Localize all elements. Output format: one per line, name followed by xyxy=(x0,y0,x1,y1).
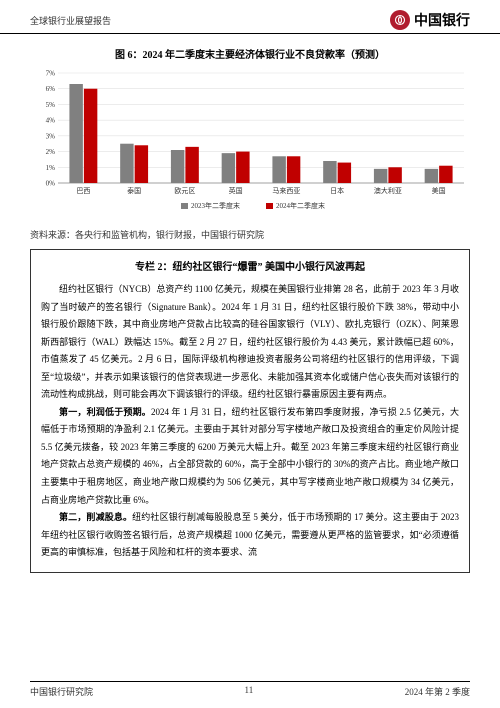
svg-text:美国: 美国 xyxy=(432,186,446,195)
svg-text:马来西亚: 马来西亚 xyxy=(272,187,300,195)
report-title: 全球银行业展望报告 xyxy=(30,14,111,27)
svg-text:2023年二季度末: 2023年二季度末 xyxy=(191,201,240,210)
svg-text:4%: 4% xyxy=(46,117,56,125)
svg-text:1%: 1% xyxy=(46,164,56,172)
svg-text:6%: 6% xyxy=(46,85,56,93)
brand-text: 中国银行 xyxy=(414,10,470,30)
svg-text:2%: 2% xyxy=(46,148,56,156)
npl-chart: 0% 1% 2% 3% 4% 5% 6% 7% 巴西 泰国 欧元区 英国 马来西亚 日本 澳大利亚 美国 202… xyxy=(30,67,470,217)
svg-text:3%: 3% xyxy=(46,132,56,140)
boc-logo-icon xyxy=(390,10,410,30)
svg-text:巴西: 巴西 xyxy=(76,187,90,195)
svg-text:泰国: 泰国 xyxy=(127,186,141,195)
page-footer: 中国银行研究院 11 2024 年第 2 季度 xyxy=(30,681,470,698)
svg-text:欧元区: 欧元区 xyxy=(174,186,195,195)
svg-text:5%: 5% xyxy=(46,101,56,109)
footer-page: 11 xyxy=(245,685,254,698)
panel-paragraph: 第二，削减股息。纽约社区银行削减每股股息至 5 美分，低于市场预期的 17 美分… xyxy=(41,509,459,562)
svg-text:7%: 7% xyxy=(46,70,56,78)
page-header: 全球银行业展望报告 中国银行 xyxy=(0,0,500,34)
panel-body: 纽约社区银行（NYCB）总资产约 1100 亿美元，规模在美国银行业排第 28 … xyxy=(41,281,459,562)
svg-text:英国: 英国 xyxy=(229,186,243,195)
svg-text:日本: 日本 xyxy=(330,186,344,195)
svg-text:澳大利亚: 澳大利亚 xyxy=(374,186,402,195)
panel-box: 专栏 2：纽约社区银行“爆雷” 美国中小银行风波再起 纽约社区银行（NYCB）总… xyxy=(30,249,470,573)
figure-title: 图 6：2024 年二季度末主要经济体银行业不良贷款率（预测） xyxy=(30,46,470,61)
content-area: 图 6：2024 年二季度末主要经济体银行业不良贷款率（预测） 0% 1% 2% 3%… xyxy=(0,34,500,573)
svg-text:2024年二季度末: 2024年二季度末 xyxy=(276,201,325,210)
figure-source: 资料来源：各央行和监管机构，银行财报，中国银行研究院 xyxy=(30,228,470,241)
footer-right: 2024 年第 2 季度 xyxy=(405,685,470,698)
panel-paragraph: 第一，利润低于预期。2024 年 1 月 31 日，纽约社区银行发布第四季度财报… xyxy=(41,404,459,509)
brand: 中国银行 xyxy=(390,10,470,30)
footer-left: 中国银行研究院 xyxy=(30,685,93,698)
svg-text:0%: 0% xyxy=(46,180,56,188)
panel-paragraph: 纽约社区银行（NYCB）总资产约 1100 亿美元，规模在美国银行业排第 28 … xyxy=(41,281,459,404)
panel-title: 专栏 2：纽约社区银行“爆雷” 美国中小银行风波再起 xyxy=(41,258,459,273)
